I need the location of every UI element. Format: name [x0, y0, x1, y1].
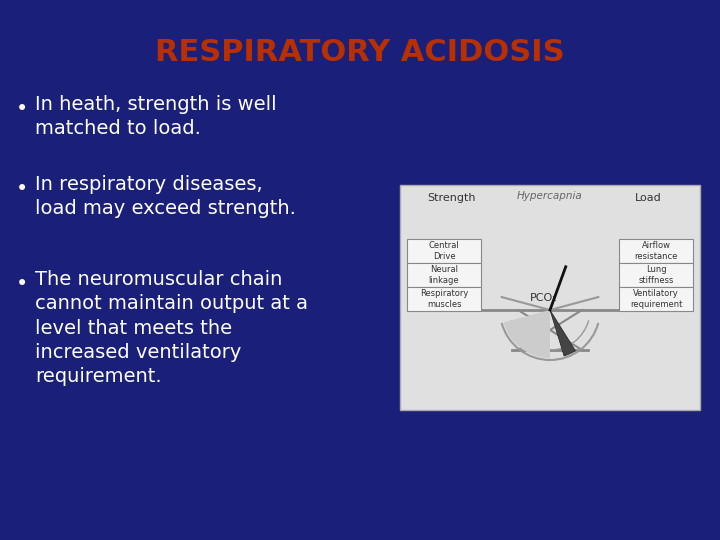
Text: Airflow
resistance: Airflow resistance [634, 241, 678, 261]
FancyBboxPatch shape [407, 287, 481, 311]
Text: In heath, strength is well
matched to load.: In heath, strength is well matched to lo… [35, 95, 276, 138]
Text: Hypercapnia: Hypercapnia [517, 191, 583, 201]
Text: Lung
stiffness: Lung stiffness [639, 265, 674, 285]
Text: •: • [16, 274, 28, 294]
FancyBboxPatch shape [400, 185, 700, 410]
Wedge shape [503, 310, 550, 358]
Text: Strength: Strength [428, 193, 476, 203]
Text: •: • [16, 179, 28, 199]
FancyBboxPatch shape [407, 239, 481, 263]
Wedge shape [550, 310, 575, 356]
Text: Load: Load [634, 193, 662, 203]
FancyBboxPatch shape [619, 287, 693, 311]
Text: PCO₂: PCO₂ [530, 293, 558, 303]
Text: Central
Drive: Central Drive [428, 241, 459, 261]
FancyBboxPatch shape [619, 263, 693, 287]
Text: •: • [16, 99, 28, 119]
FancyBboxPatch shape [407, 263, 481, 287]
Text: Ventilatory
requirement: Ventilatory requirement [630, 289, 682, 309]
Text: RESPIRATORY ACIDOSIS: RESPIRATORY ACIDOSIS [156, 38, 564, 67]
Text: The neuromuscular chain
cannot maintain output at a
level that meets the
increas: The neuromuscular chain cannot maintain … [35, 270, 308, 386]
FancyBboxPatch shape [619, 239, 693, 263]
Text: In respiratory diseases,
load may exceed strength.: In respiratory diseases, load may exceed… [35, 175, 296, 218]
Text: Neural
linkage: Neural linkage [428, 265, 459, 285]
Text: Respiratory
muscles: Respiratory muscles [420, 289, 468, 309]
